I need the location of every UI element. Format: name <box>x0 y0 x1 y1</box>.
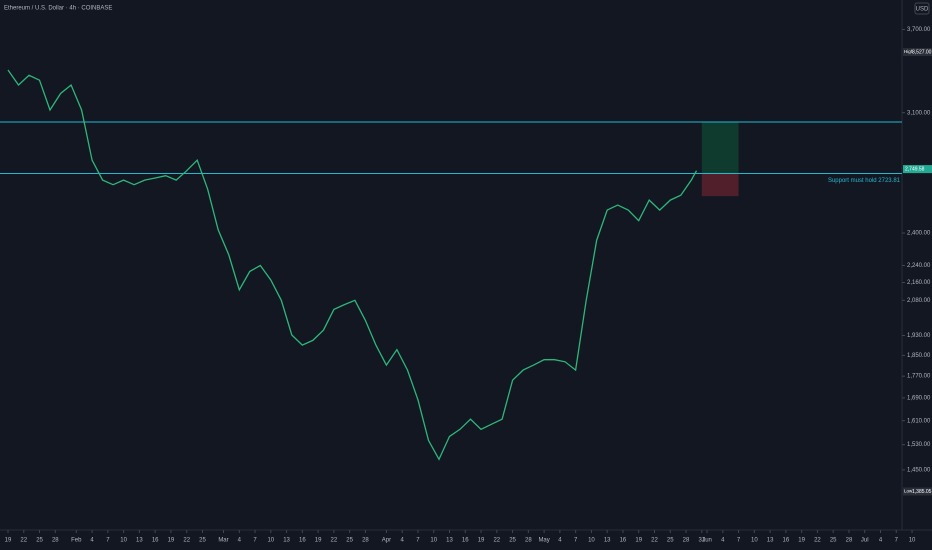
x-tick-label: 10 <box>909 538 916 544</box>
price-line <box>7 69 698 461</box>
price-label-box <box>903 48 932 57</box>
x-tick-label: 7 <box>895 538 899 544</box>
x-tick-label: 4 <box>238 538 242 544</box>
y-tick-label: 2,240.00 <box>907 263 931 269</box>
y-tick-label: 1,930.00 <box>907 333 931 339</box>
x-tick-label: 16 <box>299 538 306 544</box>
y-tick-label: 1,530.00 <box>907 442 931 448</box>
x-tick-label: 13 <box>283 538 290 544</box>
y-tick-label: 3,100.00 <box>907 110 931 116</box>
price-label: 3,527.00 <box>912 49 932 55</box>
x-tick-label: 25 <box>830 538 837 544</box>
price-label: 2,749.58 <box>905 166 925 172</box>
x-tick-label: 19 <box>5 538 12 544</box>
x-tick-label: 31 <box>698 538 705 544</box>
currency[interactable]: USD <box>916 7 929 13</box>
x-tick-label: 4 <box>558 538 562 544</box>
x-tick-label: 4 <box>721 538 725 544</box>
x-tick-label: 7 <box>737 538 741 544</box>
x-tick-label: 10 <box>267 538 274 544</box>
price-label-box <box>903 165 932 174</box>
x-tick-label: 13 <box>446 538 453 544</box>
y-tick-label: 2,080.00 <box>907 298 931 304</box>
x-tick-label: 19 <box>168 538 175 544</box>
x-tick-label: 19 <box>798 538 805 544</box>
x-tick-label: 19 <box>478 538 485 544</box>
x-tick-label: 22 <box>814 538 821 544</box>
x-tick-label: 19 <box>635 538 642 544</box>
x-tick-label: 22 <box>20 538 27 544</box>
y-tick-label: 2,400.00 <box>907 231 931 237</box>
x-tick-label: 10 <box>751 538 758 544</box>
currency-box[interactable] <box>914 2 930 15</box>
y-tick-label: 1,850.00 <box>907 353 931 359</box>
x-tick-label: 22 <box>331 538 338 544</box>
x-tick-label: Apr <box>382 538 391 544</box>
x-tick-label: 7 <box>106 538 110 544</box>
x-tick-label: 22 <box>183 538 190 544</box>
x-tick-label: 4 <box>879 538 883 544</box>
x-tick-label: 28 <box>846 538 853 544</box>
x-tick-label: 22 <box>493 538 500 544</box>
price-label-box <box>903 487 932 496</box>
x-tick-label: 25 <box>36 538 43 544</box>
x-tick-label: 7 <box>416 538 420 544</box>
y-tick-label: 1,690.00 <box>907 395 931 401</box>
chart-title: Ethereum / U.S. Dollar · 4h · COINBASE <box>4 6 112 12</box>
x-tick-label: 25 <box>667 538 674 544</box>
price-label: 1,385.05 <box>912 489 932 495</box>
x-tick-label: 16 <box>462 538 469 544</box>
x-tick-label: 16 <box>152 538 159 544</box>
position-stop <box>701 173 739 197</box>
x-tick-label: May <box>538 538 549 544</box>
x-tick-label: 25 <box>509 538 516 544</box>
annotation: Support must hold 2723.81 <box>828 178 901 184</box>
x-tick-label: Jul <box>861 538 869 544</box>
x-tick-label: 28 <box>362 538 369 544</box>
x-tick-label: 28 <box>683 538 690 544</box>
x-tick-label: 13 <box>767 538 774 544</box>
x-tick-label: 19 <box>315 538 322 544</box>
x-tick-label: 28 <box>52 538 59 544</box>
y-tick-label: 3,700.00 <box>907 27 931 33</box>
x-tick-label: 4 <box>90 538 94 544</box>
x-tick-label: 10 <box>120 538 127 544</box>
x-tick-label: 13 <box>136 538 143 544</box>
x-tick-label: 10 <box>588 538 595 544</box>
x-tick-label: 25 <box>346 538 353 544</box>
y-tick-label: 1,770.00 <box>907 374 931 380</box>
x-tick-label: 7 <box>574 538 578 544</box>
price-label-name: Low <box>904 489 913 494</box>
x-tick-label: 13 <box>604 538 611 544</box>
y-tick-label: 2,160.00 <box>907 280 931 286</box>
x-tick-label: 16 <box>620 538 627 544</box>
price-label-name: High <box>904 49 914 54</box>
x-tick-label: 7 <box>253 538 257 544</box>
x-tick-label: 28 <box>525 538 532 544</box>
x-tick-label: 4 <box>401 538 405 544</box>
x-tick-label: Jun <box>702 538 712 544</box>
position-target <box>701 122 739 174</box>
x-tick-label: Feb <box>71 538 82 544</box>
y-tick-label: 1,450.00 <box>907 467 931 473</box>
x-tick-label: 16 <box>783 538 790 544</box>
x-tick-label: 22 <box>651 538 658 544</box>
y-tick-label: 1,610.00 <box>907 418 931 424</box>
x-tick-label: Mar <box>218 538 228 544</box>
x-tick-label: 25 <box>199 538 206 544</box>
x-tick-label: 10 <box>430 538 437 544</box>
